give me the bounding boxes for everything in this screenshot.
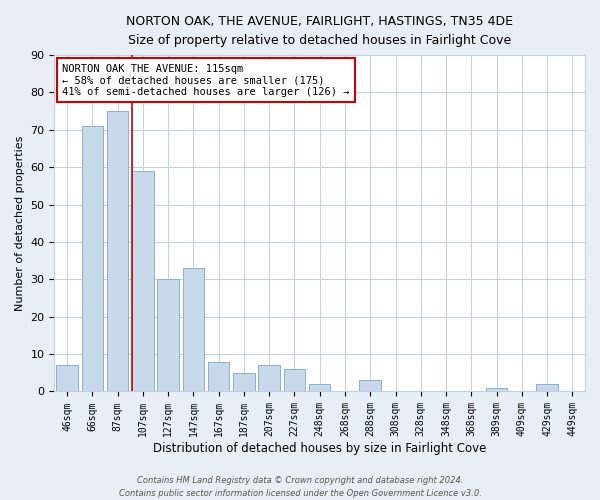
Bar <box>359 380 381 392</box>
Y-axis label: Number of detached properties: Number of detached properties <box>15 136 25 311</box>
Bar <box>56 366 78 392</box>
Bar <box>208 362 229 392</box>
Title: NORTON OAK, THE AVENUE, FAIRLIGHT, HASTINGS, TN35 4DE
Size of property relative : NORTON OAK, THE AVENUE, FAIRLIGHT, HASTI… <box>126 15 513 47</box>
Text: Contains HM Land Registry data © Crown copyright and database right 2024.
Contai: Contains HM Land Registry data © Crown c… <box>119 476 481 498</box>
Bar <box>309 384 331 392</box>
Bar <box>82 126 103 392</box>
Bar <box>107 111 128 392</box>
Bar <box>536 384 558 392</box>
Bar <box>284 369 305 392</box>
Bar <box>157 280 179 392</box>
Text: NORTON OAK THE AVENUE: 115sqm
← 58% of detached houses are smaller (175)
41% of : NORTON OAK THE AVENUE: 115sqm ← 58% of d… <box>62 64 350 96</box>
X-axis label: Distribution of detached houses by size in Fairlight Cove: Distribution of detached houses by size … <box>153 442 487 455</box>
Bar <box>486 388 508 392</box>
Bar <box>233 373 254 392</box>
Bar <box>132 171 154 392</box>
Bar <box>182 268 204 392</box>
Bar <box>259 366 280 392</box>
